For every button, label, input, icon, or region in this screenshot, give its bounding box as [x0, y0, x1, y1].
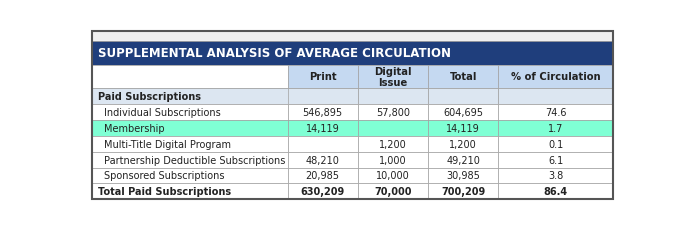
- Bar: [498, 168, 613, 184]
- Bar: [288, 168, 358, 184]
- Text: Partnership Deductible Subscriptions: Partnership Deductible Subscriptions: [104, 155, 286, 165]
- Text: 14,119: 14,119: [305, 123, 340, 133]
- Text: 48,210: 48,210: [305, 155, 340, 165]
- Text: SUPPLEMENTAL ANALYSIS OF AVERAGE CIRCULATION: SUPPLEMENTAL ANALYSIS OF AVERAGE CIRCULA…: [98, 47, 451, 60]
- Bar: [358, 65, 428, 89]
- Text: 700,209: 700,209: [441, 187, 485, 196]
- Bar: [498, 120, 613, 136]
- Text: Paid Subscriptions: Paid Subscriptions: [98, 92, 201, 102]
- Text: 604,695: 604,695: [443, 108, 483, 117]
- Bar: [92, 65, 288, 89]
- Text: 14,119: 14,119: [447, 123, 480, 133]
- Text: Total Paid Subscriptions: Total Paid Subscriptions: [98, 187, 231, 196]
- Text: Digital
Issue: Digital Issue: [374, 66, 411, 88]
- Text: Total: Total: [449, 72, 477, 82]
- Text: 630,209: 630,209: [301, 187, 345, 196]
- Text: 30,985: 30,985: [447, 171, 480, 181]
- Text: 1,000: 1,000: [379, 155, 407, 165]
- Bar: [358, 184, 428, 199]
- Bar: [428, 136, 498, 152]
- Bar: [428, 184, 498, 199]
- Text: 86.4: 86.4: [544, 187, 568, 196]
- Bar: [92, 41, 613, 65]
- Bar: [92, 120, 288, 136]
- Bar: [358, 136, 428, 152]
- Text: 3.8: 3.8: [548, 171, 563, 181]
- Bar: [92, 65, 613, 89]
- Text: 546,895: 546,895: [303, 108, 343, 117]
- Text: Print: Print: [309, 72, 336, 82]
- Bar: [288, 105, 358, 120]
- Text: Membership: Membership: [104, 123, 164, 133]
- Bar: [92, 105, 288, 120]
- Bar: [92, 184, 288, 199]
- Bar: [358, 89, 428, 105]
- Text: 0.1: 0.1: [548, 139, 563, 149]
- Text: 10,000: 10,000: [376, 171, 410, 181]
- Bar: [498, 136, 613, 152]
- Text: 70,000: 70,000: [374, 187, 411, 196]
- Bar: [288, 152, 358, 168]
- Bar: [358, 168, 428, 184]
- Text: % of Circulation: % of Circulation: [510, 72, 601, 82]
- Bar: [498, 152, 613, 168]
- Bar: [428, 168, 498, 184]
- Bar: [358, 120, 428, 136]
- Text: 1.7: 1.7: [548, 123, 563, 133]
- Text: 74.6: 74.6: [545, 108, 566, 117]
- Bar: [288, 184, 358, 199]
- Bar: [498, 105, 613, 120]
- Text: 6.1: 6.1: [548, 155, 563, 165]
- Bar: [498, 89, 613, 105]
- Bar: [92, 152, 288, 168]
- Bar: [428, 105, 498, 120]
- Bar: [428, 65, 498, 89]
- Text: Individual Subscriptions: Individual Subscriptions: [104, 108, 221, 117]
- Bar: [428, 120, 498, 136]
- Bar: [92, 89, 613, 105]
- Bar: [92, 168, 288, 184]
- Bar: [288, 136, 358, 152]
- Bar: [288, 120, 358, 136]
- Text: 1,200: 1,200: [379, 139, 407, 149]
- Bar: [428, 89, 498, 105]
- Text: Sponsored Subscriptions: Sponsored Subscriptions: [104, 171, 224, 181]
- Text: 1,200: 1,200: [449, 139, 477, 149]
- Text: 57,800: 57,800: [376, 108, 410, 117]
- Text: Multi-Title Digital Program: Multi-Title Digital Program: [104, 139, 231, 149]
- Bar: [358, 105, 428, 120]
- Bar: [92, 136, 288, 152]
- Bar: [498, 65, 613, 89]
- Bar: [288, 89, 358, 105]
- Text: 20,985: 20,985: [305, 171, 340, 181]
- Bar: [428, 152, 498, 168]
- Bar: [288, 65, 358, 89]
- Bar: [358, 152, 428, 168]
- Bar: [498, 184, 613, 199]
- Bar: [92, 32, 613, 41]
- Text: 49,210: 49,210: [447, 155, 480, 165]
